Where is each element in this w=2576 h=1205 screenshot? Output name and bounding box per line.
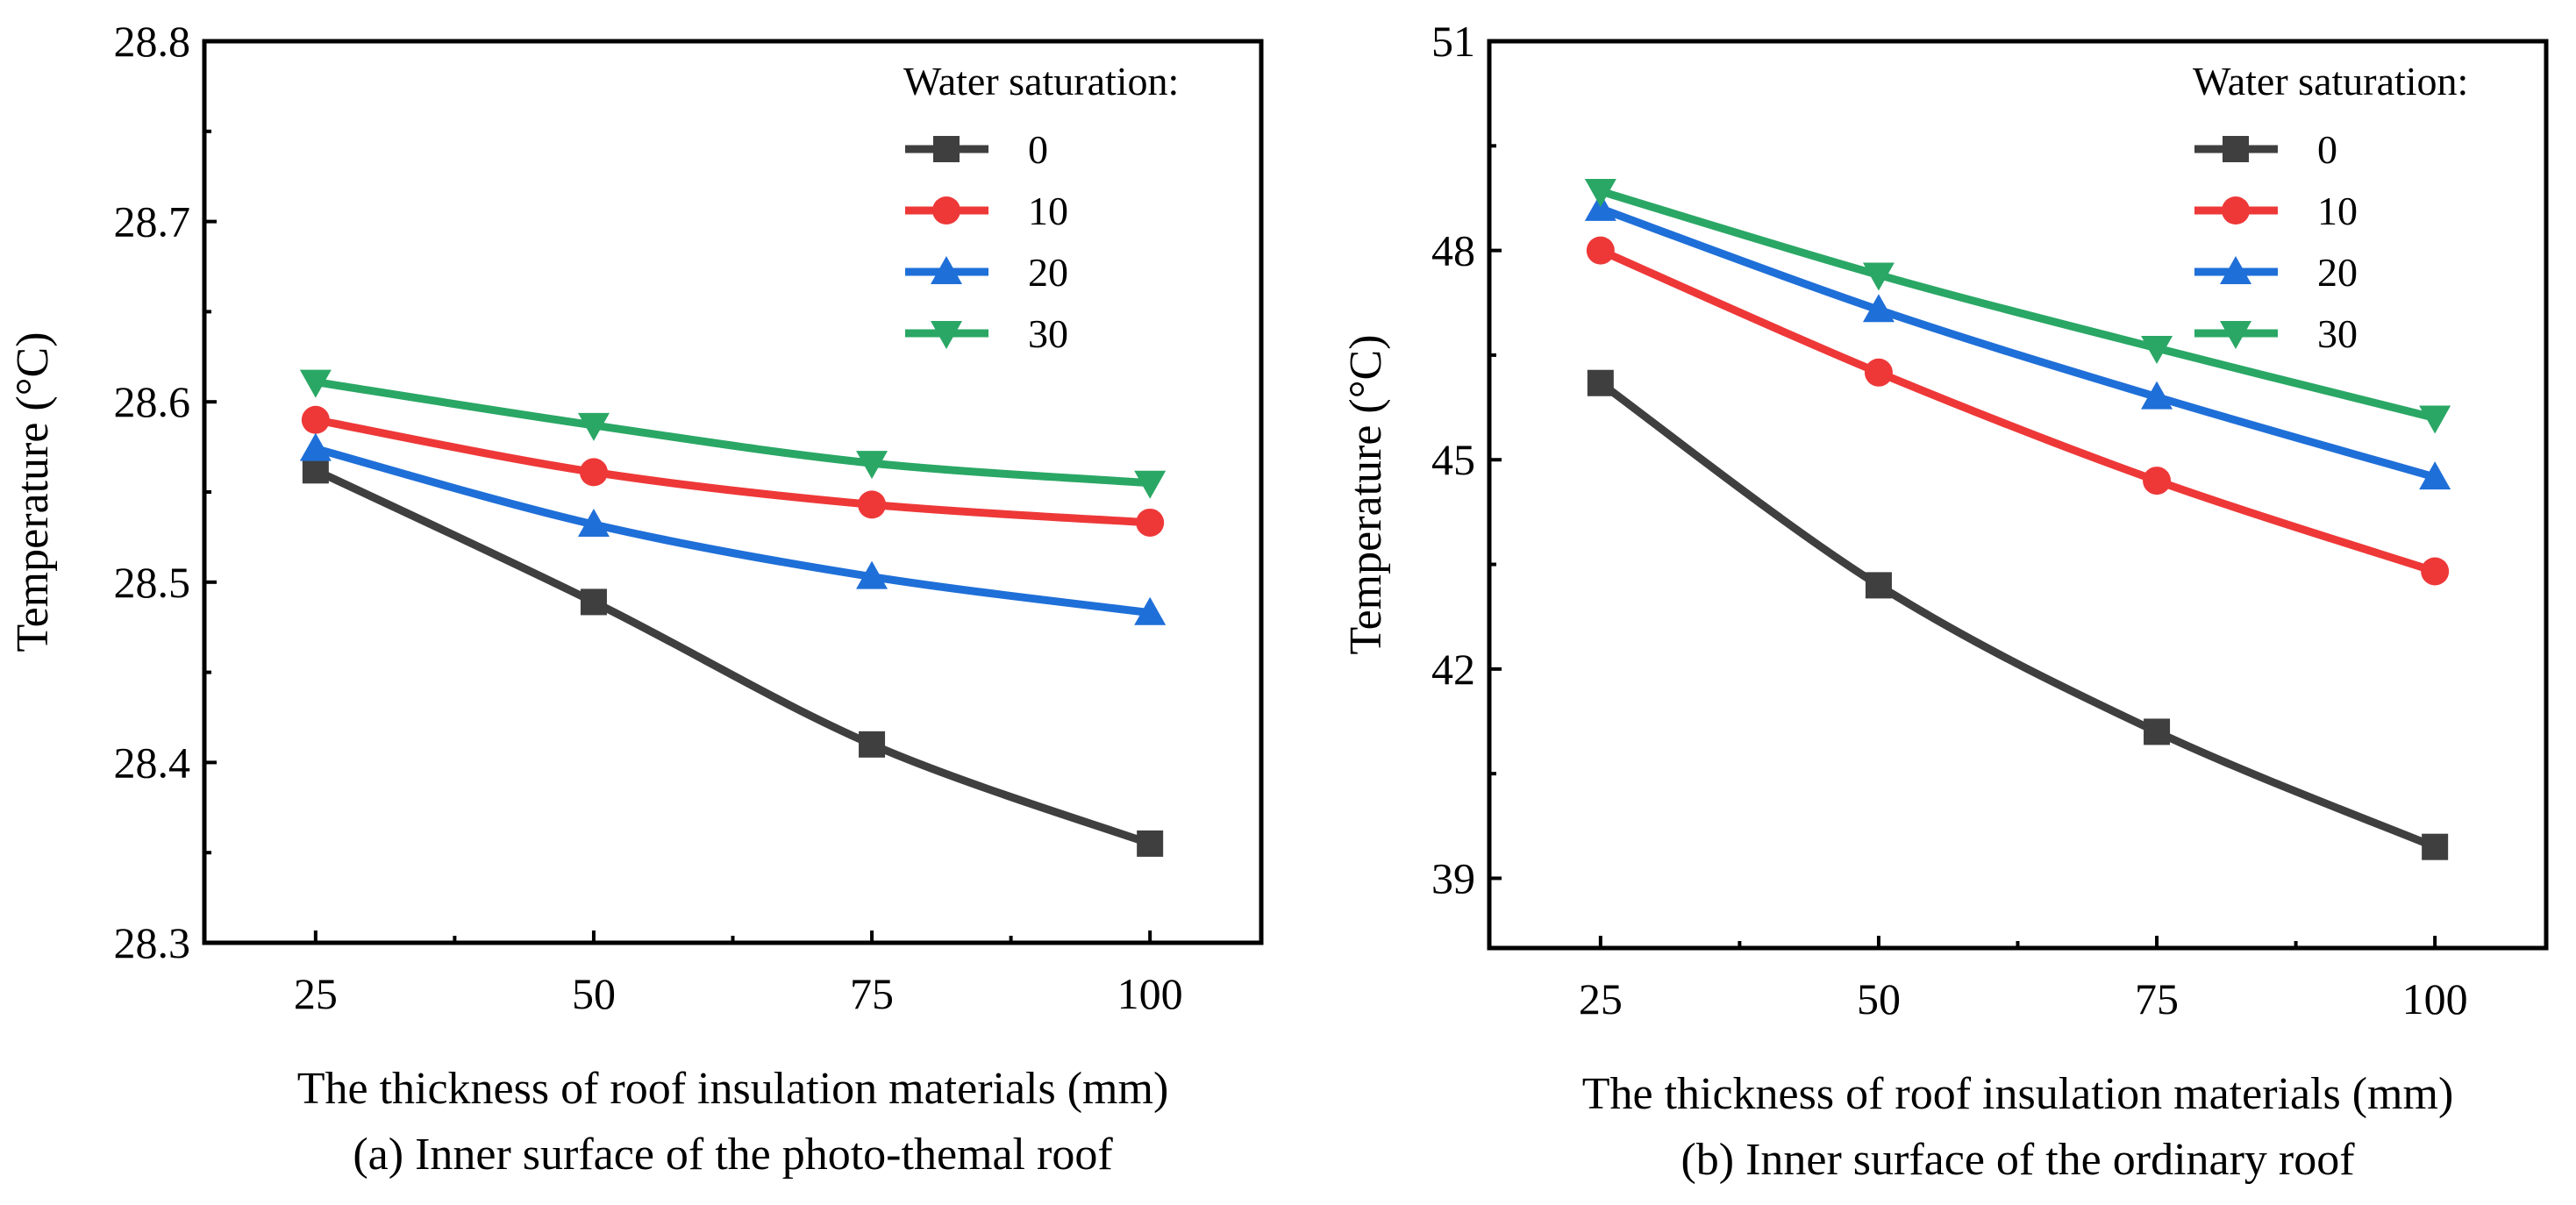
legend-marker [933, 136, 960, 162]
data-point-20 [856, 560, 888, 589]
data-point-30 [856, 451, 888, 480]
data-point-0 [1865, 572, 1892, 599]
data-point-20 [1134, 596, 1167, 625]
series-line-0 [311, 466, 1154, 848]
y-tick-label: 51 [1431, 17, 1475, 66]
series-line-30 [1596, 187, 2439, 423]
x-tick-label: 50 [572, 969, 616, 1018]
series-line-20 [1596, 204, 2439, 481]
legend-label: 30 [1028, 311, 1068, 356]
legend-title: Water saturation: [903, 59, 1179, 103]
x-tick-label: 75 [850, 969, 894, 1018]
y-tick-label: 28.4 [114, 738, 191, 787]
legend-marker [2223, 136, 2249, 162]
legend-title: Water saturation: [2193, 59, 2468, 103]
data-point-30 [299, 369, 332, 398]
data-point-0 [2144, 718, 2171, 745]
legend-label: 10 [1028, 189, 1068, 233]
plot-frame [1487, 39, 2549, 951]
series-line-20 [311, 445, 1154, 617]
y-tick-label: 28.6 [114, 377, 191, 426]
figure-caption: (b) Inner surface of the ordinary roof [1680, 1135, 2355, 1185]
x-tick-label: 25 [1579, 974, 1623, 1023]
legend-label: 0 [1028, 127, 1048, 172]
x-tick-label: 50 [1857, 974, 1901, 1023]
data-point-10 [1136, 508, 1165, 537]
x-tick-label: 25 [294, 969, 338, 1018]
data-point-0 [302, 457, 329, 484]
legend-marker [2220, 321, 2251, 349]
legend-marker [932, 196, 960, 225]
x-tick-label: 75 [2135, 974, 2179, 1023]
legend-marker [2220, 256, 2251, 284]
x-tick-label: 100 [1117, 969, 1183, 1018]
data-point-10 [2143, 467, 2172, 496]
y-tick-label: 28.7 [114, 197, 191, 246]
y-tick-label: 45 [1431, 435, 1475, 484]
legend-label: 0 [2317, 127, 2337, 172]
data-point-10 [301, 405, 330, 434]
series-line-10 [1596, 246, 2439, 575]
data-point-30 [577, 412, 610, 441]
y-tick-label: 28.3 [114, 918, 191, 967]
y-tick-label: 28.8 [114, 17, 191, 66]
legend-label: 20 [1028, 250, 1068, 295]
data-point-30 [2419, 405, 2451, 434]
y-tick-label: 28.5 [114, 558, 191, 607]
y-tick-label: 48 [1431, 226, 1475, 275]
x-tick-label: 100 [2402, 974, 2468, 1023]
data-point-0 [1137, 830, 1164, 857]
legend-label: 10 [2317, 189, 2358, 233]
series-line-30 [311, 378, 1154, 488]
data-point-30 [1134, 470, 1167, 499]
data-point-0 [580, 588, 607, 616]
data-point-10 [1586, 236, 1615, 265]
data-point-20 [299, 432, 332, 461]
y-axis-title: Temperature (°C) [8, 332, 58, 652]
data-point-20 [2141, 381, 2173, 410]
y-axis-title: Temperature (°C) [1341, 334, 1391, 654]
figure-caption: (a) Inner surface of the photo-themal ro… [353, 1130, 1113, 1180]
legend-label: 20 [2317, 250, 2358, 295]
data-point-20 [1862, 294, 1895, 323]
data-point-10 [858, 490, 887, 519]
data-point-20 [577, 509, 610, 538]
data-point-30 [1584, 179, 1616, 208]
y-tick-label: 42 [1431, 645, 1475, 694]
legend-marker [2222, 196, 2250, 225]
data-point-0 [859, 731, 886, 758]
data-point-20 [2419, 461, 2451, 490]
series-line-0 [1596, 379, 2439, 852]
data-point-0 [2422, 833, 2449, 860]
legend-label: 30 [2317, 311, 2358, 356]
data-point-0 [1587, 369, 1614, 396]
data-point-30 [1862, 262, 1895, 291]
series-line-10 [311, 416, 1154, 527]
data-point-30 [2141, 335, 2173, 364]
x-axis-title: The thickness of roof insulation materia… [1582, 1069, 2454, 1119]
legend-marker [931, 321, 962, 349]
x-axis-title: The thickness of roof insulation materia… [297, 1064, 1169, 1114]
data-point-10 [579, 458, 608, 487]
data-point-10 [1864, 358, 1893, 387]
y-tick-label: 39 [1431, 853, 1475, 902]
data-point-10 [2421, 557, 2450, 586]
legend-marker [931, 256, 962, 284]
